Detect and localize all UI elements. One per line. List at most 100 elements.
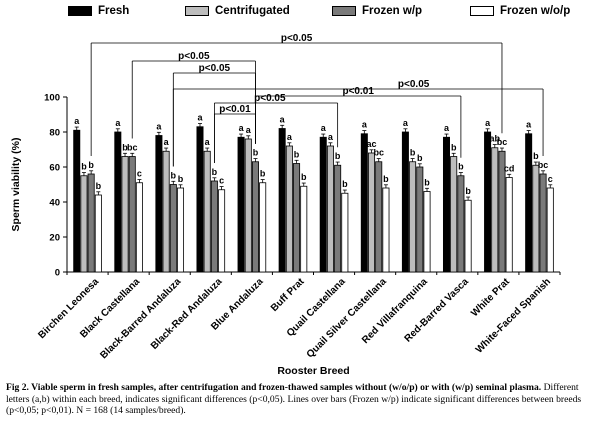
significance-letter: ab bbox=[490, 134, 501, 144]
bar-frozen-w-o-p-9 bbox=[464, 199, 472, 273]
legend-swatch-fresh bbox=[68, 6, 92, 16]
significance-letter: c bbox=[219, 176, 224, 186]
bar-fresh-6 bbox=[319, 136, 327, 273]
significance-letter: b bbox=[253, 148, 259, 158]
bar-frozen-w-o-p-7 bbox=[382, 187, 390, 273]
legend-swatch-centrifugated bbox=[185, 6, 209, 16]
y-tick-label: 40 bbox=[49, 198, 60, 209]
significance-letter: ac bbox=[367, 139, 377, 149]
significance-letter: a bbox=[115, 118, 121, 128]
bar-centrifugated-4 bbox=[244, 138, 252, 273]
significance-letter: a bbox=[362, 120, 368, 130]
x-tick-label: Quail Silver Castellana bbox=[305, 276, 389, 360]
y-tick-label: 100 bbox=[44, 93, 60, 104]
bar-frozen-w-o-p-1 bbox=[135, 182, 143, 273]
bar-fresh-7 bbox=[360, 133, 368, 273]
bar-fresh-10 bbox=[484, 131, 492, 273]
significance-letter: a bbox=[74, 116, 80, 126]
significance-letter: a bbox=[205, 137, 211, 147]
bar-frozen-w-p-7 bbox=[375, 161, 383, 273]
bracket-p-value: p<0.01 bbox=[342, 86, 374, 97]
significance-letter: b bbox=[335, 151, 341, 161]
bar-fresh-2 bbox=[155, 135, 163, 273]
bar-frozen-w-p-5 bbox=[293, 163, 301, 273]
legend-item-fresh: Fresh bbox=[68, 5, 129, 17]
bracket-p-value: p<0.05 bbox=[178, 51, 210, 62]
y-tick-label: 80 bbox=[49, 128, 60, 139]
x-tick-label: Black-Barred Andaluza bbox=[98, 276, 183, 361]
bar-frozen-w-p-1 bbox=[128, 156, 136, 273]
significance-letter: b bbox=[533, 151, 539, 161]
significance-letter: bc bbox=[373, 148, 384, 158]
bar-frozen-w-p-4 bbox=[251, 161, 259, 273]
significance-letter: bc bbox=[538, 160, 549, 170]
significance-letter: cd bbox=[504, 163, 515, 173]
significance-letter: b bbox=[342, 179, 348, 189]
y-tick-label: 0 bbox=[55, 268, 60, 279]
significance-letter: a bbox=[321, 123, 327, 133]
significance-letter: a bbox=[239, 123, 245, 133]
bar-centrifugated-6 bbox=[326, 145, 334, 273]
bar-fresh-11 bbox=[525, 133, 533, 273]
significance-letter: b bbox=[88, 160, 94, 170]
bar-frozen-w-o-p-0 bbox=[94, 194, 102, 273]
bar-centrifugated-7 bbox=[368, 152, 376, 273]
chart-legend: Fresh Centrifugated Frozen w/p Frozen w/… bbox=[40, 2, 600, 22]
significance-letter: bc bbox=[127, 142, 138, 152]
significance-letter: b bbox=[171, 170, 177, 180]
bracket-p-value: p<0.05 bbox=[281, 33, 313, 44]
bar-fresh-1 bbox=[114, 131, 122, 273]
significance-letter: b bbox=[178, 174, 184, 184]
significance-letter: b bbox=[458, 162, 464, 172]
significance-letter: a bbox=[246, 125, 252, 135]
bar-fresh-5 bbox=[278, 128, 286, 273]
caption-text: Different letters (a,b) within each bree… bbox=[6, 382, 582, 416]
significance-letter: b bbox=[301, 172, 307, 182]
legend-swatch-frozen-wop bbox=[470, 6, 494, 16]
bar-fresh-8 bbox=[401, 131, 409, 273]
bar-centrifugated-2 bbox=[162, 150, 170, 273]
legend-item-frozen-wp: Frozen w/p bbox=[332, 5, 422, 17]
significance-letter: b bbox=[96, 181, 102, 191]
significance-letter: a bbox=[197, 113, 203, 123]
y-tick-label: 60 bbox=[49, 163, 60, 174]
bar-frozen-w-o-p-8 bbox=[423, 191, 431, 273]
bracket-p-value: p<0.01 bbox=[219, 104, 251, 115]
significance-letter: b bbox=[212, 167, 218, 177]
bar-centrifugated-11 bbox=[532, 164, 540, 273]
significance-letter: c bbox=[137, 169, 142, 179]
caption-title: Fig 2. Viable sperm in fresh samples, af… bbox=[6, 382, 542, 393]
bar-frozen-w-o-p-6 bbox=[341, 192, 349, 273]
y-tick-label: 20 bbox=[49, 233, 60, 244]
bar-fresh-4 bbox=[237, 136, 245, 273]
bracket-p-value: p<0.05 bbox=[398, 79, 430, 90]
bar-frozen-w-p-6 bbox=[334, 164, 342, 273]
bar-centrifugated-8 bbox=[409, 161, 417, 273]
bar-frozen-w-o-p-4 bbox=[259, 182, 267, 273]
significance-letter: a bbox=[287, 132, 293, 142]
bar-frozen-w-p-0 bbox=[87, 173, 95, 273]
significance-letter: a bbox=[328, 132, 334, 142]
bar-frozen-w-p-9 bbox=[457, 175, 465, 273]
bar-centrifugated-9 bbox=[450, 156, 458, 273]
bar-frozen-w-p-8 bbox=[416, 166, 424, 273]
bar-frozen-w-o-p-10 bbox=[505, 177, 513, 273]
legend-label-centrifugated: Centrifugated bbox=[215, 5, 290, 17]
significance-letter: b bbox=[383, 174, 389, 184]
bar-frozen-w-p-11 bbox=[539, 173, 547, 273]
bar-fresh-3 bbox=[196, 126, 204, 273]
legend-label-frozen-wop: Frozen w/o/p bbox=[500, 5, 571, 17]
significance-letter: b bbox=[122, 142, 128, 152]
x-tick-label: White Prat bbox=[469, 276, 512, 319]
bracket-p-value: p<0.05 bbox=[254, 93, 286, 104]
x-tick-label: White-Faced Spanish bbox=[474, 276, 553, 355]
bar-frozen-w-o-p-5 bbox=[300, 185, 308, 273]
y-axis-label: Sperm viability (%) bbox=[10, 138, 22, 232]
significance-letter: bc bbox=[497, 137, 508, 147]
bar-fresh-9 bbox=[442, 136, 450, 273]
bar-frozen-w-o-p-3 bbox=[218, 189, 226, 273]
bar-frozen-w-o-p-11 bbox=[546, 187, 554, 273]
figure-caption: Fig 2. Viable sperm in fresh samples, af… bbox=[6, 382, 594, 417]
bar-centrifugated-3 bbox=[203, 150, 211, 273]
legend-item-centrifugated: Centrifugated bbox=[185, 5, 290, 17]
